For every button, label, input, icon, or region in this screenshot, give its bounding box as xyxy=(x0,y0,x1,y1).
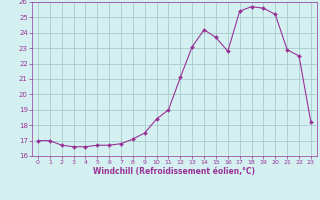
X-axis label: Windchill (Refroidissement éolien,°C): Windchill (Refroidissement éolien,°C) xyxy=(93,167,255,176)
